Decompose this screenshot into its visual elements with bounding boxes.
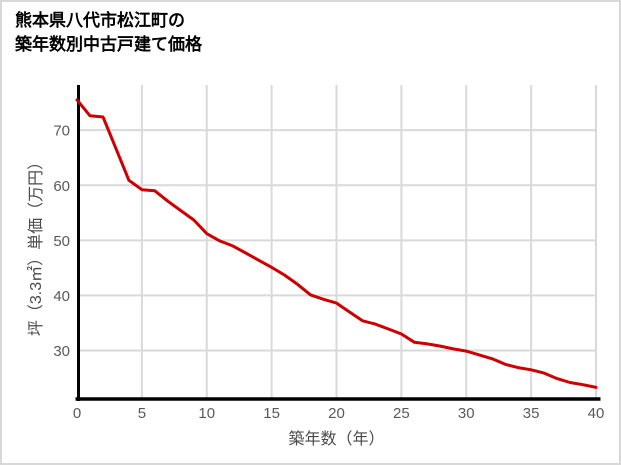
y-tick-label: 50 xyxy=(53,233,70,250)
chart-title-line1: 熊本県八代市松江町の xyxy=(15,11,185,30)
x-tick-label: 30 xyxy=(458,405,475,422)
price-line xyxy=(75,98,598,389)
y-tick-label: 30 xyxy=(53,343,70,360)
x-tick-label: 35 xyxy=(523,405,540,422)
x-tick-label: 0 xyxy=(73,405,81,422)
x-tick-label: 15 xyxy=(263,405,280,422)
chart-title: 熊本県八代市松江町の 築年数別中古戸建て価格 xyxy=(15,9,202,57)
x-axis-title: 築年数（年） xyxy=(288,431,385,448)
y-tick-label: 70 xyxy=(53,123,70,140)
x-tick-label: 5 xyxy=(138,405,146,422)
x-tick-label: 20 xyxy=(328,405,345,422)
y-tick-label: 60 xyxy=(53,178,70,195)
x-tick-label: 10 xyxy=(198,405,215,422)
x-tick-label: 40 xyxy=(588,405,605,422)
y-axis-title: 坪（3.3㎡）単価（万円） xyxy=(28,153,45,337)
x-tick-label: 25 xyxy=(393,405,410,422)
y-tick-label: 40 xyxy=(53,288,70,305)
chart-title-line2: 築年数別中古戸建て価格 xyxy=(15,35,202,54)
